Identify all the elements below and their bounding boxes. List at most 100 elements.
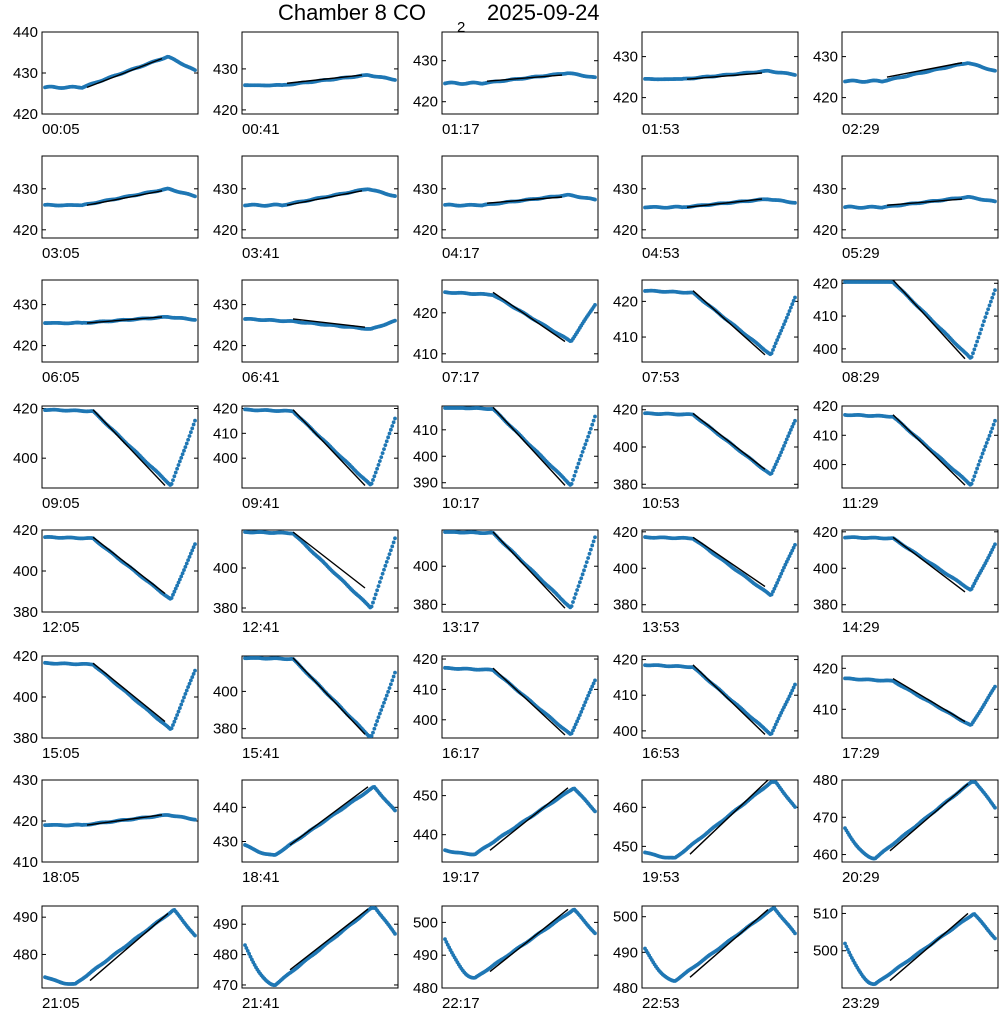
data-point bbox=[971, 478, 975, 482]
data-point bbox=[980, 323, 985, 328]
panel-axes-box bbox=[641, 155, 799, 239]
data-point bbox=[587, 430, 592, 435]
panel-time-label: 08:29 bbox=[842, 369, 880, 386]
y-tick-label: 430 bbox=[13, 772, 38, 789]
data-point bbox=[793, 418, 797, 423]
y-tick-label: 400 bbox=[613, 439, 638, 456]
data-point bbox=[391, 674, 396, 679]
data-point bbox=[772, 344, 777, 349]
y-tick-label: 390 bbox=[413, 475, 438, 492]
panel-axes-box bbox=[641, 529, 799, 613]
data-point bbox=[376, 715, 381, 720]
y-tick-label: 400 bbox=[413, 712, 438, 729]
y-tick-label: 420 bbox=[613, 293, 638, 310]
y-tick-label: 430 bbox=[13, 181, 38, 198]
y-tick-label: 420 bbox=[813, 660, 838, 677]
panel-time-label: 18:41 bbox=[242, 869, 280, 886]
data-point bbox=[184, 688, 189, 693]
fit-line bbox=[92, 409, 166, 486]
data-point bbox=[986, 307, 991, 312]
data-point bbox=[171, 478, 175, 483]
panel-axes-box bbox=[441, 155, 599, 239]
data-point bbox=[388, 682, 393, 687]
panel-time-label: 11:29 bbox=[842, 495, 878, 512]
y-tick-label: 480 bbox=[13, 946, 38, 963]
fit-line bbox=[492, 406, 566, 486]
panel-axes-box bbox=[641, 405, 799, 489]
data-point bbox=[575, 588, 580, 592]
panel-time-label: 10:53 bbox=[642, 495, 680, 512]
data-point bbox=[779, 450, 784, 455]
data-point bbox=[586, 556, 591, 560]
fit-line bbox=[489, 908, 569, 973]
data-point bbox=[593, 197, 597, 202]
y-tick-label: 420 bbox=[13, 648, 38, 665]
data-point bbox=[393, 318, 397, 323]
panel-time-label: 12:41 bbox=[242, 619, 280, 636]
data-point bbox=[990, 426, 995, 431]
panel-time-label: 14:29 bbox=[842, 619, 880, 636]
data-point bbox=[777, 331, 782, 336]
data-point bbox=[372, 726, 377, 731]
y-tick-label: 420 bbox=[613, 222, 638, 239]
fit-line bbox=[686, 72, 763, 80]
y-tick-label: 430 bbox=[213, 297, 238, 314]
panel-time-label: 02:29 bbox=[842, 121, 880, 138]
data-point bbox=[782, 322, 786, 327]
fit-line bbox=[492, 531, 566, 609]
y-tick-label: 480 bbox=[213, 947, 238, 964]
y-tick-label: 400 bbox=[213, 683, 238, 700]
data-point bbox=[591, 539, 596, 544]
panel-time-label: 15:41 bbox=[242, 745, 280, 762]
data-point bbox=[769, 471, 774, 476]
fit-line bbox=[892, 414, 966, 486]
y-tick-label: 380 bbox=[13, 604, 38, 621]
y-tick-label: 430 bbox=[813, 49, 838, 66]
fit-line bbox=[892, 677, 966, 723]
y-tick-label: 490 bbox=[13, 909, 38, 926]
data-point bbox=[393, 536, 397, 541]
y-tick-label: 420 bbox=[813, 398, 838, 415]
data-point bbox=[582, 568, 586, 573]
panel-time-label: 12:05 bbox=[42, 619, 80, 636]
data-point bbox=[788, 427, 793, 432]
fit-line bbox=[689, 779, 769, 855]
data-point bbox=[186, 437, 191, 442]
data-point bbox=[793, 543, 797, 547]
data-point bbox=[784, 437, 789, 442]
data-point bbox=[182, 448, 186, 453]
y-tick-label: 470 bbox=[813, 809, 838, 826]
data-point bbox=[793, 931, 797, 936]
figure-title: Chamber 8 CO bbox=[278, 0, 426, 25]
data-point bbox=[382, 567, 386, 572]
data-point bbox=[579, 710, 584, 714]
y-tick-label: 410 bbox=[413, 681, 438, 698]
data-point bbox=[983, 444, 988, 449]
y-tick-label: 410 bbox=[813, 427, 838, 444]
data-point bbox=[379, 575, 384, 580]
data-point bbox=[583, 564, 588, 569]
data-point bbox=[380, 571, 385, 576]
data-point bbox=[793, 805, 797, 809]
fit-line bbox=[886, 198, 963, 206]
y-tick-label: 380 bbox=[413, 596, 438, 613]
data-point bbox=[786, 434, 791, 439]
data-point bbox=[386, 556, 391, 560]
y-tick-label: 420 bbox=[13, 813, 38, 830]
fit-line bbox=[286, 190, 363, 206]
data-point bbox=[387, 431, 392, 436]
fit-line bbox=[492, 291, 566, 343]
fit-line bbox=[692, 536, 766, 588]
data-point bbox=[993, 199, 997, 204]
data-point bbox=[977, 331, 982, 336]
data-point bbox=[790, 302, 795, 307]
panel-time-label: 20:29 bbox=[842, 869, 880, 886]
